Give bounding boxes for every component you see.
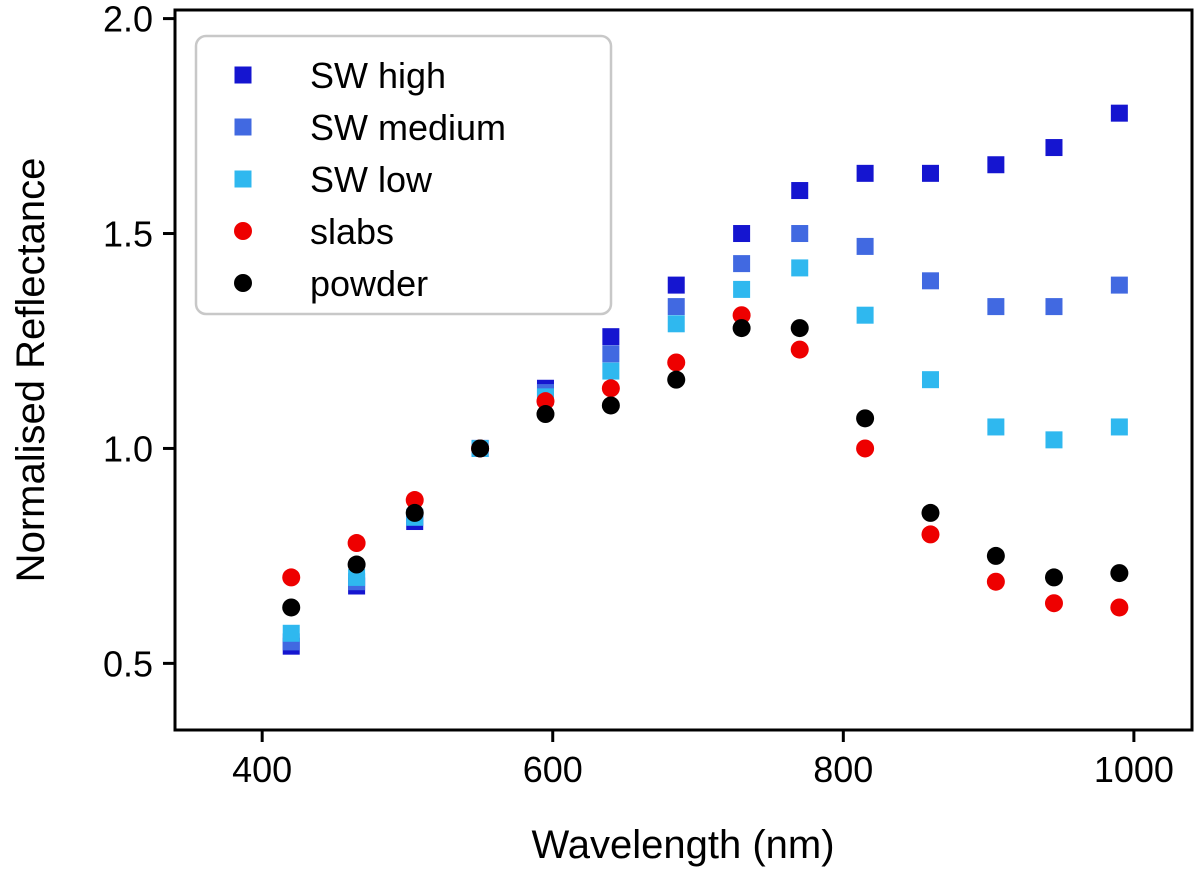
data-point: [667, 315, 685, 333]
axis-ticks: 400 600 800 1000 0.5 1.0 1.5 2.0: [103, 0, 1174, 790]
data-point: [921, 525, 940, 544]
data-point: [1110, 598, 1129, 617]
data-point: [601, 379, 620, 398]
legend-item: slabs: [234, 211, 394, 252]
x-tick-label: 600: [523, 749, 583, 790]
data-point: [282, 624, 300, 642]
legend-item: SW high: [234, 55, 446, 96]
y-axis-label: Normalised Reflectance: [9, 158, 53, 583]
x-tick-label: 400: [232, 749, 292, 790]
legend-marker: [234, 118, 252, 136]
data-point: [987, 156, 1005, 174]
legend-item-label: SW medium: [310, 107, 506, 148]
legend-marker: [234, 66, 252, 84]
data-point: [856, 237, 874, 255]
data-point: [282, 598, 301, 617]
data-point: [347, 534, 366, 553]
data-point: [986, 546, 1005, 565]
legend-item-label: SW low: [310, 159, 433, 200]
legend-item-label: slabs: [310, 211, 394, 252]
data-point: [536, 405, 555, 424]
legend-item: SW medium: [234, 107, 506, 148]
data-point: [1044, 568, 1063, 587]
legend-marker: [234, 170, 252, 188]
x-axis-label: Wavelength (nm): [531, 823, 834, 867]
data-point: [602, 362, 620, 380]
data-point: [791, 225, 809, 243]
legend-marker: [234, 274, 252, 292]
data-point: [791, 259, 809, 277]
y-tick-label: 0.5: [103, 643, 153, 684]
data-point: [347, 555, 366, 574]
data-point: [733, 225, 751, 243]
data-point: [1045, 139, 1063, 157]
legend: SW high SW medium SW low slabs powder: [194, 34, 613, 316]
legend-item-label: SW high: [310, 55, 446, 96]
data-point: [667, 370, 686, 389]
data-point: [732, 319, 751, 338]
data-point: [987, 418, 1005, 436]
data-points: [282, 104, 1129, 655]
data-point: [1110, 276, 1128, 294]
data-point: [732, 306, 751, 325]
legend-marker: [234, 222, 252, 240]
data-point: [790, 319, 809, 338]
data-point: [921, 371, 939, 389]
data-point: [987, 298, 1005, 316]
data-point: [790, 340, 809, 359]
data-point: [667, 353, 686, 372]
data-point: [856, 164, 874, 182]
data-point: [602, 328, 620, 346]
data-point: [1045, 298, 1063, 316]
data-point: [602, 345, 620, 363]
data-point: [405, 503, 424, 522]
data-point: [1044, 594, 1063, 613]
data-point: [733, 255, 751, 273]
y-tick-label: 1.5: [103, 214, 153, 255]
data-point: [986, 572, 1005, 591]
legend-item-label: powder: [310, 263, 428, 304]
data-point: [1110, 418, 1128, 436]
data-point: [471, 439, 490, 458]
data-point: [856, 409, 875, 428]
data-point: [856, 439, 875, 458]
data-point: [733, 280, 751, 298]
y-tick-label: 1.0: [103, 428, 153, 469]
data-point: [282, 568, 301, 587]
data-point: [856, 306, 874, 324]
data-point: [667, 276, 685, 294]
x-tick-label: 1000: [1094, 749, 1174, 790]
data-point: [1045, 431, 1063, 449]
data-point: [921, 272, 939, 290]
legend-box: [194, 34, 613, 316]
data-point: [667, 298, 685, 316]
legend-item: SW low: [234, 159, 433, 200]
data-point: [921, 164, 939, 182]
data-point: [791, 182, 809, 200]
data-point: [921, 503, 940, 522]
data-point: [1110, 104, 1128, 122]
x-tick-label: 800: [813, 749, 873, 790]
y-tick-label: 2.0: [103, 0, 153, 40]
data-point: [405, 491, 424, 510]
data-point: [1110, 564, 1129, 583]
legend-item: powder: [234, 263, 428, 304]
data-point: [536, 392, 555, 411]
data-point: [348, 568, 366, 586]
data-point: [601, 396, 620, 415]
